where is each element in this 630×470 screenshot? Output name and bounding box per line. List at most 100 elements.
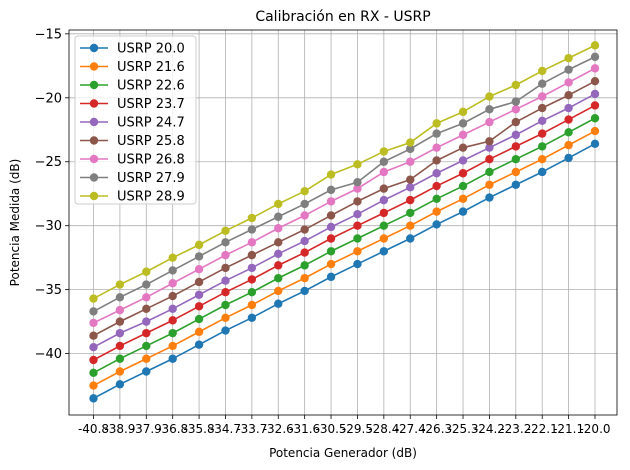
series-line: [93, 67, 596, 324]
data-point: [511, 117, 521, 127]
data-point: [511, 80, 521, 90]
data-point: [406, 157, 415, 166]
data-point: [564, 91, 573, 100]
data-point: [379, 195, 389, 205]
y-tick-label: −15: [35, 27, 62, 42]
data-point: [89, 381, 98, 390]
legend-label: USRP 20.0: [117, 42, 185, 57]
data-point: [458, 119, 468, 128]
data-point: [247, 288, 257, 297]
data-point: [221, 238, 230, 247]
x-tick-label: -32.6: [263, 422, 294, 436]
data-point: [194, 314, 204, 324]
data-point: [300, 273, 309, 283]
x-tick-label: -27.4: [395, 422, 426, 436]
data-point: [353, 184, 362, 193]
legend-label: USRP 23.7: [117, 97, 185, 112]
data-point: [353, 209, 362, 219]
x-tick-label: -38.9: [104, 422, 135, 436]
y-axis: −40 −35 −30 −25 −20 −15: [35, 27, 69, 362]
data-point: [458, 194, 468, 204]
data-point: [432, 207, 441, 216]
data-point: [590, 52, 600, 62]
legend-entry: USRP 25.8: [80, 134, 185, 149]
data-point: [274, 299, 283, 308]
data-point: [353, 234, 362, 243]
data-point: [485, 180, 494, 189]
data-point: [247, 313, 257, 322]
data-point: [406, 144, 415, 154]
legend-entry: USRP 24.7: [80, 116, 185, 131]
legend-marker: [89, 99, 99, 108]
data-point: [274, 238, 283, 247]
data-point: [590, 64, 600, 73]
data-point: [485, 167, 494, 177]
data-point: [590, 76, 600, 86]
data-point: [538, 154, 547, 164]
data-point: [168, 266, 177, 275]
data-point: [300, 236, 309, 246]
data-point: [485, 105, 494, 114]
legend-label: USRP 21.6: [117, 60, 185, 75]
legend-marker: [89, 80, 99, 90]
data-point: [538, 103, 547, 113]
data-point: [142, 280, 151, 289]
y-tick-label: −35: [35, 283, 62, 298]
legend-marker: [89, 154, 99, 164]
data-point: [326, 234, 336, 243]
data-point: [300, 211, 309, 220]
data-point: [326, 259, 336, 269]
x-tick-label: -22.1: [527, 422, 558, 436]
data-point: [247, 213, 257, 223]
data-point: [300, 225, 309, 234]
data-point: [221, 300, 230, 310]
series-line: [93, 93, 596, 348]
data-point: [353, 178, 362, 187]
data-point: [590, 126, 600, 136]
data-point: [168, 354, 177, 363]
data-point: [221, 226, 230, 236]
y-tick-label: −30: [35, 219, 62, 234]
x-tick-label: -37.9: [131, 422, 162, 436]
data-point: [274, 261, 283, 270]
y-axis-title: Potencia Medida (dB): [8, 159, 22, 287]
data-point: [168, 279, 177, 288]
data-point: [379, 208, 389, 218]
data-point: [300, 248, 309, 257]
data-point: [406, 234, 415, 243]
data-point: [458, 143, 468, 152]
data-point: [485, 137, 494, 146]
y-tick-label: −20: [35, 91, 62, 106]
series-line: [93, 117, 596, 374]
data-point: [274, 212, 283, 221]
data-point: [89, 394, 98, 403]
data-point: [379, 247, 389, 256]
data-point: [406, 138, 415, 147]
data-point: [564, 78, 573, 87]
data-point: [511, 142, 521, 151]
data-point: [274, 224, 283, 233]
x-tick-label: -36.8: [157, 422, 188, 436]
legend-marker: [89, 43, 99, 53]
data-point: [538, 142, 547, 151]
data-point: [564, 103, 573, 113]
legend-label: USRP 27.9: [117, 171, 185, 186]
x-tick-label: -35.8: [184, 422, 215, 436]
data-point: [564, 53, 573, 63]
data-point: [432, 194, 441, 204]
series-3: [89, 101, 600, 365]
data-point: [406, 221, 415, 230]
y-tick-label: −25: [35, 155, 62, 170]
series-line: [93, 56, 596, 313]
data-point: [432, 220, 441, 229]
x-tick-label: -25.3: [447, 422, 478, 436]
data-point: [538, 92, 547, 101]
data-point: [142, 354, 151, 363]
data-point: [247, 275, 257, 284]
data-point: [326, 170, 336, 179]
data-point: [511, 97, 521, 106]
data-point: [458, 181, 468, 191]
data-point: [590, 89, 600, 99]
data-point: [247, 238, 257, 247]
legend-entry: USRP 27.9: [80, 171, 185, 186]
